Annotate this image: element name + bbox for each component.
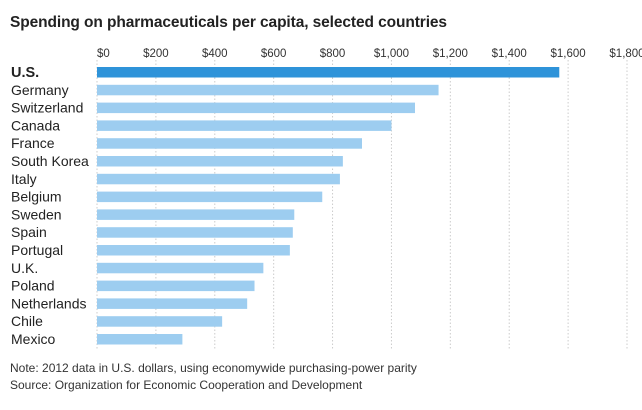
category-label: Mexico [11,331,56,347]
category-label: Belgium [11,189,62,205]
bars [97,67,560,345]
bar-belgium [97,191,323,203]
category-label: Netherlands [11,295,87,311]
bar-sweden [97,209,295,220]
note-text: Note: 2012 data in U.S. dollars, using e… [10,361,417,375]
x-tick-label: $1,200 [433,48,468,60]
category-label: France [11,135,55,151]
bar-italy [97,173,340,185]
bar-spain [97,227,293,238]
x-tick-label: $1,000 [374,48,409,60]
x-tick-label: $200 [143,48,169,60]
category-label: Switzerland [11,100,83,116]
x-tick-label: $0 [97,48,110,60]
bar-portugal [97,245,290,256]
x-tick-label: $1,600 [551,48,586,60]
chart-notes: Note: 2012 data in U.S. dollars, using e… [10,360,417,394]
bar-chile [97,316,223,327]
category-label: Chile [11,313,43,329]
category-label: Portugal [11,242,63,258]
bar-germany [97,84,439,96]
category-label: Italy [11,171,37,187]
bar-u-s [97,67,560,78]
category-label: Germany [11,82,69,98]
x-tick-label: $800 [320,48,346,60]
x-tick-label: $400 [202,48,228,60]
bar-chart: $0 $200 $400 $600 $800 $1,000 $1,200 $1,400 $1,6… [11,48,642,350]
source-text: Source: Organization for Economic Cooper… [10,378,363,392]
category-label: Poland [11,278,55,294]
bar-switzerland [97,102,415,114]
x-tick-labels: $0 $200 $400 $600 $800 $1,000 $1,200 $1,400 $1,6… [97,48,642,60]
category-label: U.S. [11,65,39,81]
x-tick-label: $1,400 [492,48,527,60]
category-label: U.K. [11,260,38,276]
category-label: Spain [11,224,47,240]
bar-france [97,138,362,149]
bar-mexico [97,334,183,345]
bar-south-korea [97,156,343,167]
x-tick-label: $600 [261,48,287,60]
category-label: Canada [11,117,60,133]
category-label: Sweden [11,206,62,222]
bar-poland [97,280,255,292]
chart-title: Spending on pharmaceuticals per capita, … [10,14,447,31]
bar-u-k [97,262,264,274]
category-label: South Korea [11,153,89,169]
x-tick-label: $1,800 [609,48,642,60]
bar-netherlands [97,298,248,309]
bar-canada [97,120,392,131]
